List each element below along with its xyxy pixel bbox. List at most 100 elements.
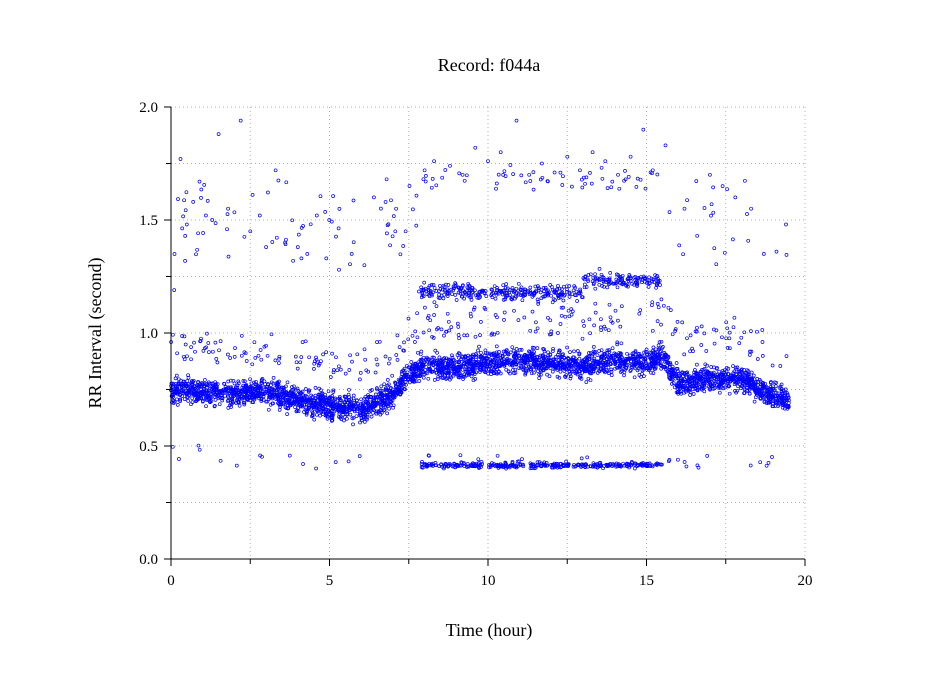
- x-tick-label: 15: [639, 573, 654, 589]
- data-point: [626, 279, 631, 283]
- data-point: [223, 393, 227, 398]
- data-point: [427, 360, 432, 365]
- data-point: [454, 298, 459, 302]
- data-point: [218, 339, 223, 343]
- data-point: [661, 303, 666, 308]
- data-point: [727, 346, 732, 351]
- data-point: [432, 300, 437, 305]
- data-point: [330, 394, 335, 398]
- data-point: [200, 382, 205, 387]
- data-point: [346, 459, 351, 464]
- data-point: [298, 403, 303, 407]
- data-point: [585, 277, 590, 282]
- data-point: [766, 396, 771, 401]
- data-point: [192, 340, 196, 345]
- data-point: [504, 464, 509, 468]
- data-point: [399, 369, 404, 374]
- data-point: [299, 226, 304, 230]
- data-point: [669, 382, 674, 386]
- data-point: [546, 357, 550, 362]
- data-point: [727, 377, 731, 382]
- data-point: [567, 295, 572, 299]
- data-point: [319, 392, 323, 396]
- data-point: [484, 294, 489, 298]
- data-point: [383, 200, 388, 204]
- data-point: [275, 381, 280, 386]
- data-point: [256, 353, 261, 358]
- data-point: [563, 362, 568, 367]
- data-point: [644, 347, 649, 352]
- data-point: [563, 374, 567, 379]
- data-point: [542, 366, 546, 371]
- data-point: [601, 275, 606, 280]
- data-point: [261, 394, 266, 399]
- data-point: [561, 464, 566, 469]
- data-point: [749, 370, 754, 375]
- data-point: [250, 362, 255, 367]
- data-point: [691, 392, 696, 396]
- data-point: [399, 382, 404, 387]
- data-point: [438, 373, 442, 378]
- data-point: [202, 183, 207, 187]
- data-point: [223, 390, 228, 395]
- data-point: [610, 346, 615, 351]
- data-point: [514, 347, 519, 351]
- y-axis-label: RR Interval (second): [85, 258, 106, 409]
- data-point: [517, 459, 521, 464]
- data-point: [348, 262, 352, 267]
- data-point: [293, 354, 298, 359]
- data-point: [442, 466, 446, 471]
- data-point: [508, 163, 513, 167]
- data-point: [432, 355, 436, 360]
- data-point: [658, 363, 663, 367]
- data-point: [662, 365, 667, 370]
- data-point: [655, 302, 660, 306]
- data-point: [699, 324, 704, 329]
- data-point: [529, 463, 534, 467]
- data-point: [389, 399, 394, 404]
- data-point: [429, 185, 434, 190]
- data-point: [183, 208, 188, 213]
- data-point: [177, 389, 182, 394]
- data-point: [248, 377, 252, 382]
- data-point: [225, 399, 230, 403]
- data-point: [588, 272, 593, 277]
- data-point: [331, 404, 336, 408]
- data-point: [442, 285, 447, 289]
- data-point: [564, 459, 568, 464]
- data-point: [239, 333, 244, 338]
- data-point: [313, 386, 318, 390]
- data-point: [419, 465, 424, 469]
- data-point: [503, 352, 507, 357]
- data-point: [498, 289, 502, 293]
- data-point: [426, 376, 431, 381]
- data-point: [273, 168, 278, 173]
- data-point: [240, 385, 245, 390]
- data-point: [444, 366, 449, 371]
- data-point: [446, 319, 451, 324]
- data-point: [382, 382, 387, 387]
- data-point: [427, 453, 431, 458]
- data-point: [355, 352, 360, 357]
- data-point: [232, 355, 237, 359]
- data-point: [617, 363, 622, 368]
- data-point: [629, 460, 634, 464]
- data-point: [331, 390, 336, 394]
- data-point: [733, 365, 738, 370]
- data-point: [428, 463, 433, 468]
- data-point: [238, 118, 243, 123]
- data-point: [666, 372, 671, 377]
- data-point: [742, 368, 747, 372]
- data-point: [577, 364, 582, 369]
- data-point: [678, 384, 683, 389]
- data-point: [409, 373, 414, 377]
- data-point: [749, 206, 753, 211]
- data-point: [217, 348, 221, 353]
- data-point: [318, 402, 323, 407]
- data-point: [588, 378, 593, 383]
- data-point: [607, 278, 612, 282]
- data-point: [278, 404, 283, 409]
- data-point: [296, 396, 301, 401]
- data-point: [583, 363, 588, 367]
- data-point: [602, 277, 607, 282]
